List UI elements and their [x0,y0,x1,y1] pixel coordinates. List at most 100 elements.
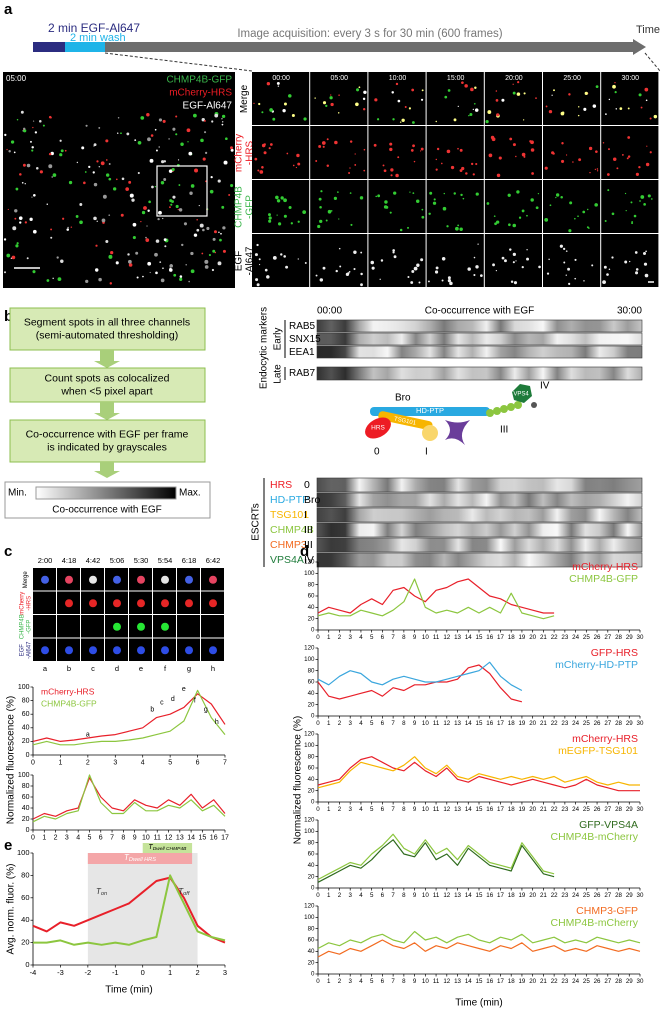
y-tick-label: 80 [21,870,29,879]
spot [145,236,147,239]
spot [157,217,160,221]
x-tick-label: 10 [422,720,429,727]
annotation: Ton [96,887,107,897]
spot [473,273,476,277]
spot [98,166,100,168]
spot [190,251,194,256]
spot [389,142,393,146]
step-text: is indicated by grayscales [47,441,167,453]
row-label: mCherry-HRS [19,592,32,615]
y-tick-label: 0 [26,827,30,834]
spot [353,267,356,271]
spot [553,89,555,92]
spot [154,252,158,257]
y-tick-label: 40 [308,862,315,869]
spot [98,277,102,282]
x-axis-label: Time (min) [105,985,152,996]
y-tick-label: 120 [304,903,315,910]
spot [113,599,121,608]
montage-tile [601,72,659,125]
spot [338,94,340,96]
x-tick-label: 25 [583,634,590,641]
spot [95,268,99,272]
scale-frame [4,481,211,519]
x-tick-label: 9 [413,892,417,899]
spot [444,95,448,99]
spot [629,260,631,263]
spot [325,104,328,108]
spot [390,168,394,172]
spot [624,192,627,195]
spot [6,148,8,151]
spot [283,198,287,203]
spot [462,197,465,200]
x-tick-label: 7 [223,760,227,767]
spot [645,250,647,253]
spot [261,143,266,148]
spot [52,173,57,177]
spot [544,217,549,222]
spot [142,275,144,278]
spot [229,146,233,150]
x-tick-label: 26 [594,892,601,899]
dwell-chmp4b-bar [142,843,193,853]
x-tick-label: 19 [518,720,525,727]
spot [602,280,606,285]
spot [161,622,169,631]
x-tick-label: 30 [637,806,644,813]
frame-time: 6:42 [206,556,221,565]
spot [321,141,326,145]
spot [264,268,268,272]
heat-row [316,552,643,568]
spot [185,646,193,655]
spot [392,251,395,254]
x-tick-label: 25 [583,720,590,727]
spot [401,118,405,122]
x-tick-label: 8 [402,720,406,727]
spot [171,167,175,172]
x-tick-label: 6 [381,892,385,899]
x-tick-label: 13 [454,892,461,899]
montage-tile [484,126,542,179]
spot [395,82,399,86]
spot [649,151,652,154]
row-label-line: Merge [239,84,250,113]
spot [30,140,32,143]
x-tick-label: 28 [615,978,622,985]
spot [113,622,121,631]
spot [461,81,464,85]
spot [134,139,137,141]
x-tick-label: 21 [540,892,547,899]
y-tick-label: 100 [304,742,315,749]
spot [333,196,337,200]
frame-letter: h [211,664,215,673]
spot [175,133,178,136]
spot [468,114,470,117]
frame-time: 2:00 [38,556,53,565]
step-text: Co-occurrence with EGF per frame [26,428,189,440]
spot [549,204,552,207]
x-tick-label: 28 [615,634,622,641]
spot [374,98,378,102]
spot [552,152,555,155]
spot [223,160,228,165]
x-tick-label: 6 [381,978,385,985]
spot [159,261,162,263]
spot [102,194,107,199]
legend-entry: CHMP4B-GFP [569,573,638,585]
x-tick-label: 13 [454,978,461,985]
x-tick-label: 2 [338,892,342,899]
spot [612,84,616,89]
spot [495,270,497,272]
spot [518,216,522,219]
spot [515,155,517,158]
x-tick-label: 7 [391,978,395,985]
x-tick-label: 1 [42,835,46,842]
series-line [317,839,555,883]
y-tick-label: 20 [22,816,30,823]
x-tick-label: 3 [223,968,227,977]
spot [83,181,86,185]
spot [587,208,589,211]
spot [147,137,151,142]
